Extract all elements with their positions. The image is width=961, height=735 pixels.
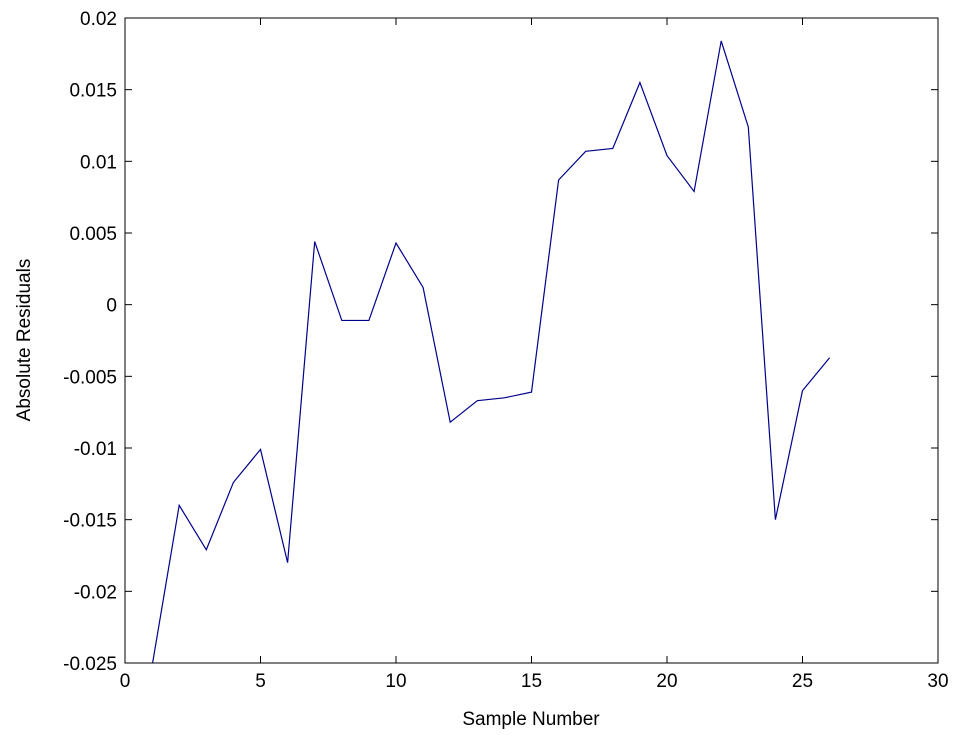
x-tick-label: 25 (792, 671, 813, 692)
plot-frame (124, 17, 939, 664)
y-tick-label: -0.005 (63, 367, 117, 388)
x-tick-label: 5 (255, 671, 266, 692)
x-tick-label: 20 (656, 671, 677, 692)
y-tick-label: 0 (106, 296, 117, 317)
x-axis-label: Sample Number (462, 709, 600, 730)
series-line (151, 40, 831, 663)
plot-background (125, 18, 938, 663)
x-tick-label: 10 (385, 671, 406, 692)
x-tick-label: 15 (521, 671, 542, 692)
y-tick-label: -0.01 (74, 439, 117, 460)
series-layer (151, 40, 831, 663)
y-tick-label: -0.02 (74, 582, 117, 603)
y-tick-label: 0.01 (80, 152, 117, 173)
labels-layer: Sample Number Absolute Residuals (14, 259, 600, 730)
y-tick-label: 0.005 (69, 224, 117, 245)
y-tick-label: 0.015 (69, 81, 117, 102)
y-tick-label: -0.015 (63, 511, 117, 532)
y-tick-label: 0.02 (80, 9, 117, 30)
x-tick-label: 0 (120, 671, 131, 692)
x-tick-label: 30 (927, 671, 948, 692)
y-axis-label: Absolute Residuals (14, 259, 35, 422)
y-tick-label: -0.025 (63, 654, 117, 675)
ticks-layer: 0 5 10 15 20 25 30 -0.025 -0.02 -0.015 -0.01 -0.005… (63, 9, 948, 692)
